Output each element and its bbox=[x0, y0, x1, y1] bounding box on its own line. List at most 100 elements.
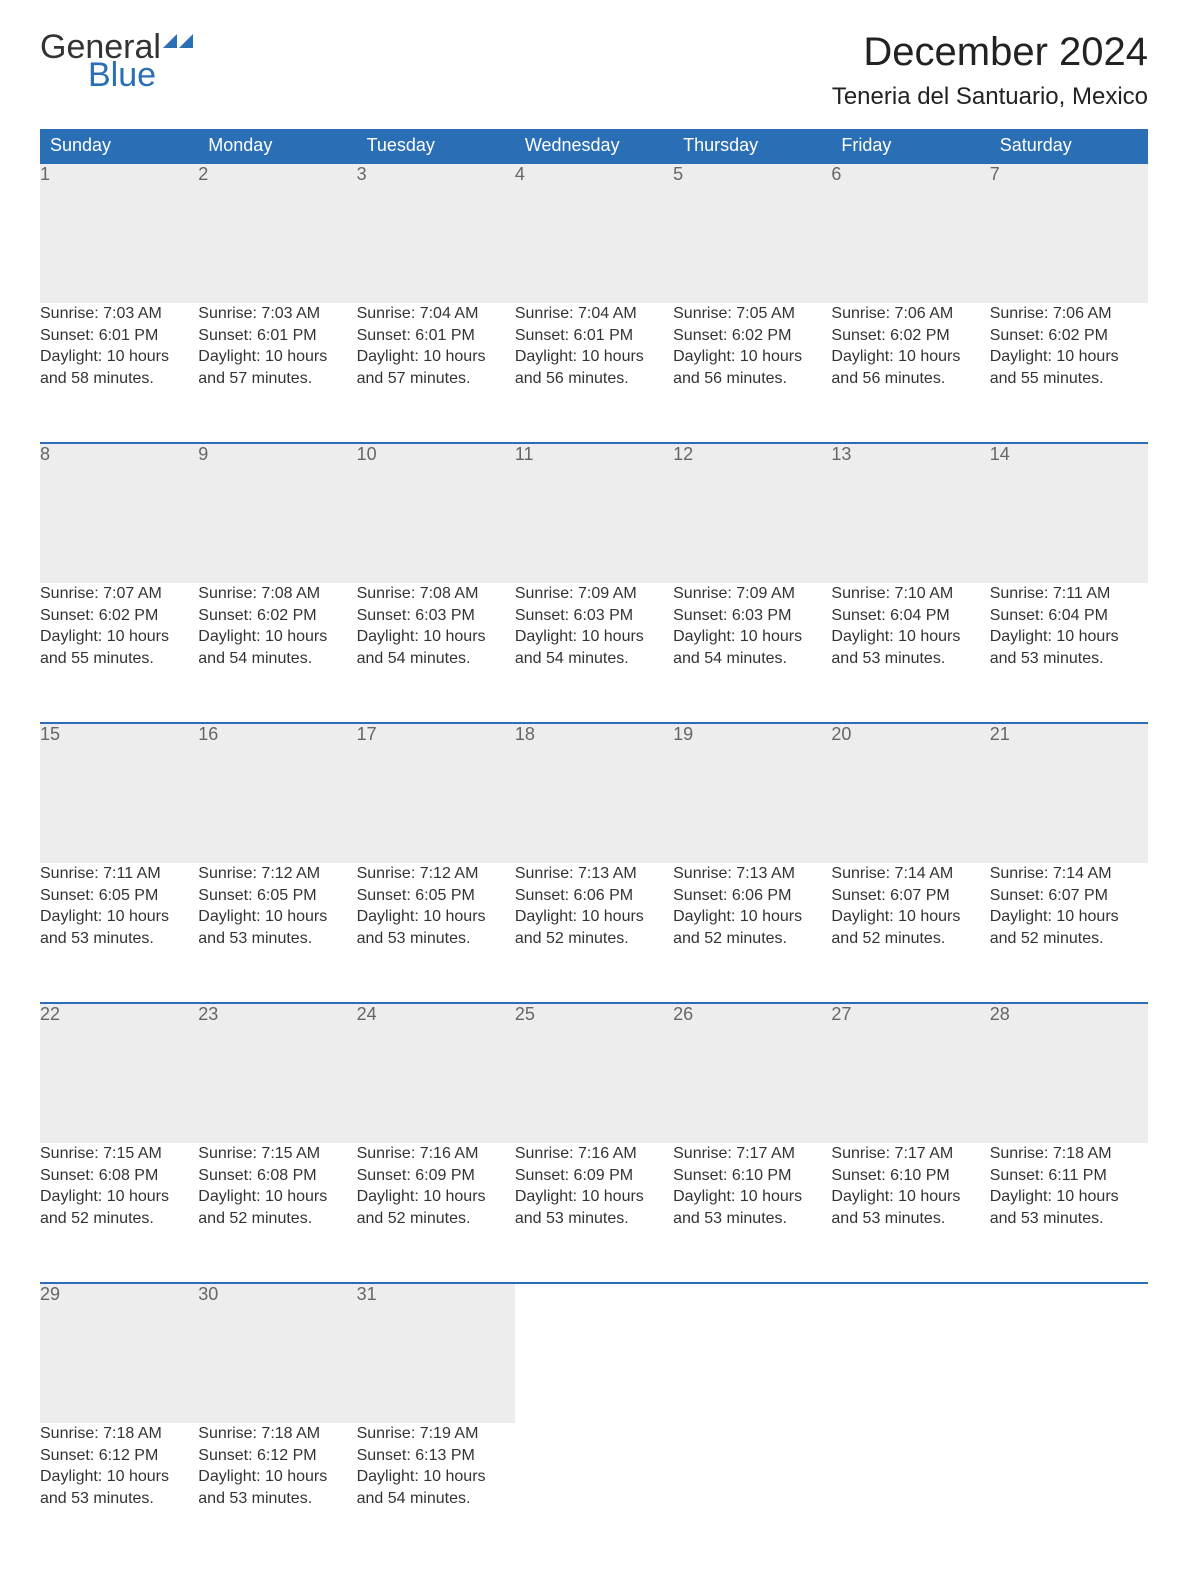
day-content-cell: Sunrise: 7:04 AMSunset: 6:01 PMDaylight:… bbox=[515, 303, 673, 443]
daylight-line-2: and 58 minutes. bbox=[40, 368, 198, 390]
sunrise-line: Sunrise: 7:03 AM bbox=[198, 303, 356, 325]
daylight-line-1: Daylight: 10 hours bbox=[990, 626, 1148, 648]
day-content-cell: Sunrise: 7:13 AMSunset: 6:06 PMDaylight:… bbox=[673, 863, 831, 1003]
sunset-line: Sunset: 6:04 PM bbox=[831, 605, 989, 627]
daylight-line-2: and 56 minutes. bbox=[515, 368, 673, 390]
daylight-line-2: and 53 minutes. bbox=[357, 928, 515, 950]
sunset-line: Sunset: 6:01 PM bbox=[357, 325, 515, 347]
daylight-line-1: Daylight: 10 hours bbox=[515, 906, 673, 928]
sunset-line: Sunset: 6:02 PM bbox=[673, 325, 831, 347]
daylight-line-2: and 55 minutes. bbox=[990, 368, 1148, 390]
day-number-cell: 19 bbox=[673, 723, 831, 863]
daylight-line-2: and 53 minutes. bbox=[831, 1208, 989, 1230]
sunrise-line: Sunrise: 7:10 AM bbox=[831, 583, 989, 605]
daylight-line-1: Daylight: 10 hours bbox=[357, 1186, 515, 1208]
day-content-cell: Sunrise: 7:10 AMSunset: 6:04 PMDaylight:… bbox=[831, 583, 989, 723]
logo: General Blue bbox=[40, 30, 193, 92]
daylight-line-2: and 52 minutes. bbox=[831, 928, 989, 950]
daylight-line-2: and 57 minutes. bbox=[198, 368, 356, 390]
day-number-cell: 4 bbox=[515, 163, 673, 303]
daylight-line-1: Daylight: 10 hours bbox=[357, 1466, 515, 1488]
daylight-line-1: Daylight: 10 hours bbox=[198, 1186, 356, 1208]
day-content-cell: Sunrise: 7:16 AMSunset: 6:09 PMDaylight:… bbox=[515, 1143, 673, 1283]
daylight-line-2: and 54 minutes. bbox=[515, 648, 673, 670]
day-number-cell bbox=[515, 1283, 673, 1423]
sunrise-line: Sunrise: 7:05 AM bbox=[673, 303, 831, 325]
day-number-cell bbox=[990, 1283, 1148, 1423]
day-number-cell: 31 bbox=[357, 1283, 515, 1423]
sunset-line: Sunset: 6:05 PM bbox=[40, 885, 198, 907]
day-number-cell: 14 bbox=[990, 443, 1148, 583]
daylight-line-2: and 54 minutes. bbox=[198, 648, 356, 670]
day-number-cell: 16 bbox=[198, 723, 356, 863]
daylight-line-2: and 56 minutes. bbox=[831, 368, 989, 390]
day-content-cell: Sunrise: 7:06 AMSunset: 6:02 PMDaylight:… bbox=[831, 303, 989, 443]
daylight-line-2: and 56 minutes. bbox=[673, 368, 831, 390]
day-number-cell: 2 bbox=[198, 163, 356, 303]
sunset-line: Sunset: 6:02 PM bbox=[40, 605, 198, 627]
day-number-cell: 26 bbox=[673, 1003, 831, 1143]
sunset-line: Sunset: 6:01 PM bbox=[515, 325, 673, 347]
sunrise-line: Sunrise: 7:18 AM bbox=[40, 1423, 198, 1445]
daylight-line-1: Daylight: 10 hours bbox=[198, 906, 356, 928]
daylight-line-2: and 53 minutes. bbox=[990, 648, 1148, 670]
daylight-line-2: and 53 minutes. bbox=[831, 648, 989, 670]
daylight-line-2: and 53 minutes. bbox=[40, 928, 198, 950]
daylight-line-2: and 52 minutes. bbox=[357, 1208, 515, 1230]
daylight-line-1: Daylight: 10 hours bbox=[831, 346, 989, 368]
sunrise-line: Sunrise: 7:07 AM bbox=[40, 583, 198, 605]
sunset-line: Sunset: 6:10 PM bbox=[673, 1165, 831, 1187]
daylight-line-2: and 53 minutes. bbox=[198, 1488, 356, 1510]
day-content-cell: Sunrise: 7:18 AMSunset: 6:12 PMDaylight:… bbox=[40, 1423, 198, 1563]
day-content-cell: Sunrise: 7:18 AMSunset: 6:11 PMDaylight:… bbox=[990, 1143, 1148, 1283]
sunset-line: Sunset: 6:12 PM bbox=[198, 1445, 356, 1467]
sunrise-line: Sunrise: 7:08 AM bbox=[198, 583, 356, 605]
day-number-cell: 8 bbox=[40, 443, 198, 583]
sunrise-line: Sunrise: 7:18 AM bbox=[990, 1143, 1148, 1165]
day-number-cell: 6 bbox=[831, 163, 989, 303]
daylight-line-2: and 54 minutes. bbox=[673, 648, 831, 670]
day-content-cell bbox=[990, 1423, 1148, 1563]
day-content-cell: Sunrise: 7:09 AMSunset: 6:03 PMDaylight:… bbox=[515, 583, 673, 723]
sunrise-line: Sunrise: 7:17 AM bbox=[831, 1143, 989, 1165]
daylight-line-1: Daylight: 10 hours bbox=[198, 346, 356, 368]
weekday-header: Thursday bbox=[673, 129, 831, 163]
day-content-cell: Sunrise: 7:15 AMSunset: 6:08 PMDaylight:… bbox=[198, 1143, 356, 1283]
sunset-line: Sunset: 6:03 PM bbox=[357, 605, 515, 627]
day-content-cell: Sunrise: 7:15 AMSunset: 6:08 PMDaylight:… bbox=[40, 1143, 198, 1283]
sunrise-line: Sunrise: 7:16 AM bbox=[515, 1143, 673, 1165]
calendar-table: SundayMondayTuesdayWednesdayThursdayFrid… bbox=[40, 129, 1148, 1563]
day-content-cell bbox=[831, 1423, 989, 1563]
day-number-cell: 13 bbox=[831, 443, 989, 583]
sunrise-line: Sunrise: 7:03 AM bbox=[40, 303, 198, 325]
daylight-line-2: and 52 minutes. bbox=[515, 928, 673, 950]
sunset-line: Sunset: 6:02 PM bbox=[990, 325, 1148, 347]
daylight-line-2: and 53 minutes. bbox=[673, 1208, 831, 1230]
sunset-line: Sunset: 6:05 PM bbox=[357, 885, 515, 907]
day-number-cell: 12 bbox=[673, 443, 831, 583]
sunrise-line: Sunrise: 7:15 AM bbox=[40, 1143, 198, 1165]
daylight-line-1: Daylight: 10 hours bbox=[831, 626, 989, 648]
day-number-cell: 7 bbox=[990, 163, 1148, 303]
daylight-line-1: Daylight: 10 hours bbox=[40, 1186, 198, 1208]
day-number-cell: 22 bbox=[40, 1003, 198, 1143]
sunrise-line: Sunrise: 7:14 AM bbox=[831, 863, 989, 885]
day-number-cell: 5 bbox=[673, 163, 831, 303]
daylight-line-1: Daylight: 10 hours bbox=[990, 346, 1148, 368]
day-content-cell: Sunrise: 7:14 AMSunset: 6:07 PMDaylight:… bbox=[990, 863, 1148, 1003]
sunset-line: Sunset: 6:09 PM bbox=[515, 1165, 673, 1187]
sunset-line: Sunset: 6:06 PM bbox=[673, 885, 831, 907]
sunrise-line: Sunrise: 7:12 AM bbox=[198, 863, 356, 885]
sunrise-line: Sunrise: 7:04 AM bbox=[357, 303, 515, 325]
sunrise-line: Sunrise: 7:09 AM bbox=[673, 583, 831, 605]
day-content-cell: Sunrise: 7:08 AMSunset: 6:02 PMDaylight:… bbox=[198, 583, 356, 723]
day-number-cell: 24 bbox=[357, 1003, 515, 1143]
flag-icon bbox=[163, 34, 193, 60]
sunset-line: Sunset: 6:11 PM bbox=[990, 1165, 1148, 1187]
location-subtitle: Teneria del Santuario, Mexico bbox=[832, 83, 1148, 111]
sunrise-line: Sunrise: 7:06 AM bbox=[990, 303, 1148, 325]
day-content-cell: Sunrise: 7:17 AMSunset: 6:10 PMDaylight:… bbox=[673, 1143, 831, 1283]
sunset-line: Sunset: 6:09 PM bbox=[357, 1165, 515, 1187]
day-content-cell: Sunrise: 7:05 AMSunset: 6:02 PMDaylight:… bbox=[673, 303, 831, 443]
day-content-cell: Sunrise: 7:06 AMSunset: 6:02 PMDaylight:… bbox=[990, 303, 1148, 443]
